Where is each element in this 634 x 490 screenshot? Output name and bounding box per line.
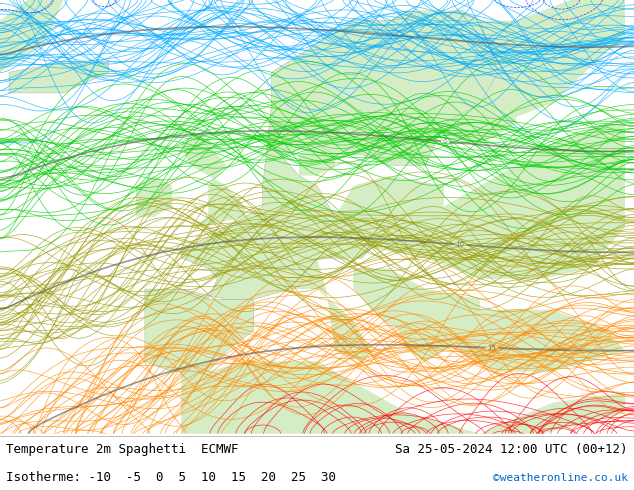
Text: Sa 25-05-2024 12:00 UTC (00+12): Sa 25-05-2024 12:00 UTC (00+12) <box>395 443 628 456</box>
Polygon shape <box>145 289 254 372</box>
Polygon shape <box>181 361 625 434</box>
Polygon shape <box>425 21 516 145</box>
Polygon shape <box>0 0 63 72</box>
Polygon shape <box>267 10 498 165</box>
Text: 0: 0 <box>415 34 420 41</box>
Polygon shape <box>9 62 108 93</box>
Polygon shape <box>353 124 625 279</box>
Polygon shape <box>290 258 372 361</box>
Text: ©weatheronline.co.uk: ©weatheronline.co.uk <box>493 472 628 483</box>
Polygon shape <box>353 269 480 361</box>
Polygon shape <box>272 10 480 155</box>
Text: Isotherme: -10  -5  0  5  10  15  20  25  30: Isotherme: -10 -5 0 5 10 15 20 25 30 <box>6 471 337 484</box>
Polygon shape <box>444 0 625 124</box>
Text: 15: 15 <box>488 344 496 351</box>
Polygon shape <box>181 134 245 227</box>
Text: 10: 10 <box>455 241 465 248</box>
Text: Temperature 2m Spaghetti  ECMWF: Temperature 2m Spaghetti ECMWF <box>6 443 239 456</box>
Polygon shape <box>181 145 372 299</box>
Polygon shape <box>444 310 625 372</box>
Polygon shape <box>335 175 444 227</box>
Polygon shape <box>299 145 335 175</box>
Polygon shape <box>136 175 172 217</box>
Text: 5: 5 <box>443 138 448 145</box>
